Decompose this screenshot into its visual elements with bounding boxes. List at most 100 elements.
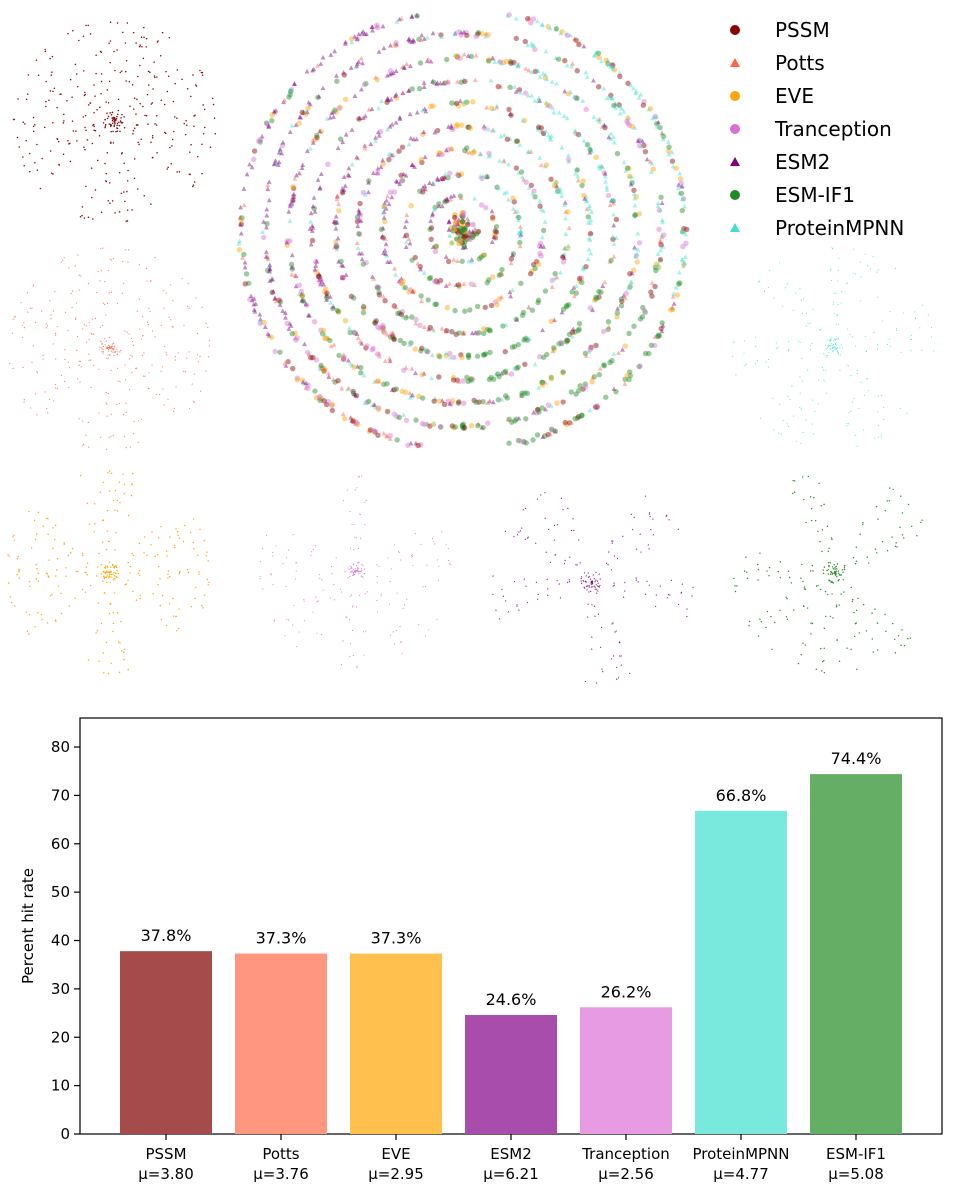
scatter-point-esm2 (287, 201, 293, 207)
scatter-point-pssm (640, 102, 647, 108)
scatter-point-pssm (113, 124, 115, 127)
scatter-point-esm2 (302, 341, 307, 347)
scatter-point-potts (583, 353, 589, 358)
scatter-point-tranception (356, 665, 358, 667)
scatter-point-pssm (160, 99, 163, 102)
scatter-point-esm-if1 (837, 570, 840, 572)
scatter-point-eve (122, 651, 125, 654)
legend-label: ESM-IF1 (775, 183, 855, 207)
scatter-point-tranception (257, 320, 263, 327)
scatter-point-pssm (150, 203, 152, 205)
scatter-point-potts (498, 83, 504, 89)
scatter-point-esm2 (448, 123, 454, 128)
scatter-point-potts (56, 387, 59, 389)
scatter-point-tranception (460, 400, 467, 407)
scatter-point-potts (382, 358, 388, 363)
scatter-point-potts (169, 283, 172, 286)
scatter-point-eve (108, 540, 110, 542)
scatter-point-esm2 (586, 588, 588, 591)
scatter-point-potts (60, 261, 62, 263)
scatter-point-tranception (398, 551, 400, 554)
scatter-point-esm-if1 (593, 294, 599, 300)
scatter-point-pssm (580, 386, 586, 392)
scatter-point-esm2 (294, 172, 299, 178)
scatter-point-tranception (411, 554, 413, 556)
scatter-point-tranception (460, 212, 466, 218)
scatter-point-proteinmpnn (472, 195, 478, 201)
scatter-point-pssm (136, 98, 138, 101)
scatter-point-potts (421, 324, 427, 330)
scatter-point-eve (510, 195, 516, 201)
scatter-point-esm-if1 (573, 290, 579, 296)
scatter-point-pssm (449, 328, 455, 335)
scatter-point-esm-if1 (393, 386, 400, 392)
scatter-point-potts (88, 446, 90, 448)
scatter-point-pssm (52, 173, 54, 175)
scatter-point-esm-if1 (568, 389, 574, 395)
scatter-point-potts (80, 365, 82, 368)
scatter-point-eve (8, 582, 10, 584)
scatter-point-tranception (380, 595, 382, 597)
scatter-point-esm-if1 (360, 261, 367, 267)
scatter-point-esm-if1 (900, 495, 902, 497)
scatter-point-potts (170, 318, 172, 321)
x-tick-label: PSSM (145, 1145, 186, 1163)
scatter-point-esm-if1 (774, 621, 776, 624)
scatter-point-proteinmpnn (307, 145, 313, 151)
scatter-point-eve (103, 592, 106, 594)
scatter-point-pssm (212, 103, 215, 106)
scatter-point-proteinmpnn (506, 161, 511, 167)
scatter-point-potts (11, 332, 14, 334)
scatter-point-tranception (354, 573, 356, 576)
scatter-point-eve (290, 184, 296, 190)
scatter-point-pssm (488, 302, 495, 309)
scatter-point-esm2 (409, 14, 415, 20)
scatter-point-eve (10, 601, 13, 604)
scatter-point-proteinmpnn (876, 410, 879, 413)
scatter-point-eve (178, 608, 180, 610)
scatter-point-esm-if1 (486, 277, 492, 283)
scatter-point-tranception (439, 152, 445, 158)
scatter-point-esm-if1 (456, 330, 462, 336)
scatter-point-pssm (118, 124, 121, 127)
scatter-point-pssm (482, 304, 488, 311)
scatter-point-proteinmpnn (681, 263, 686, 269)
scatter-point-proteinmpnn (586, 235, 592, 241)
scatter-point-potts (116, 367, 119, 369)
scatter-point-tranception (355, 537, 357, 539)
scatter-point-potts (515, 62, 521, 67)
scatter-point-potts (8, 362, 11, 365)
scatter-point-pssm (94, 189, 97, 191)
scatter-point-proteinmpnn (346, 325, 352, 331)
scatter-point-tranception (398, 178, 404, 184)
scatter-point-proteinmpnn (572, 128, 578, 133)
scatter-point-proteinmpnn (800, 442, 802, 444)
bar-value-label: 66.8% (716, 786, 767, 805)
scatter-point-eve (54, 538, 56, 541)
scatter-point-proteinmpnn (834, 345, 836, 348)
scatter-point-esm-if1 (564, 337, 570, 343)
scatter-point-esm-if1 (459, 258, 465, 265)
scatter-point-proteinmpnn (547, 25, 553, 31)
scatter-point-esm-if1 (810, 519, 813, 522)
scatter-point-proteinmpnn (287, 218, 293, 223)
scatter-point-proteinmpnn (610, 65, 616, 71)
scatter-point-pssm (135, 124, 138, 126)
scatter-point-proteinmpnn (910, 349, 912, 352)
scatter-point-eve (110, 573, 112, 576)
scatter-point-esm2 (400, 90, 406, 95)
scatter-point-esm2 (357, 115, 362, 121)
scatter-point-pssm (131, 84, 134, 86)
scatter-point-proteinmpnn (516, 61, 522, 67)
scatter-point-esm2 (267, 278, 273, 283)
scatter-point-esm2 (271, 161, 277, 167)
scatter-point-esm-if1 (835, 604, 838, 606)
scatter-point-esm-if1 (548, 426, 555, 433)
scatter-point-tranception (398, 280, 404, 286)
legend-marker (730, 91, 740, 101)
scatter-point-proteinmpnn (552, 275, 558, 281)
scatter-point-pssm (176, 117, 178, 119)
scatter-point-esm2 (388, 96, 394, 102)
scatter-point-proteinmpnn (260, 229, 265, 234)
scatter-point-esm2 (403, 173, 409, 178)
